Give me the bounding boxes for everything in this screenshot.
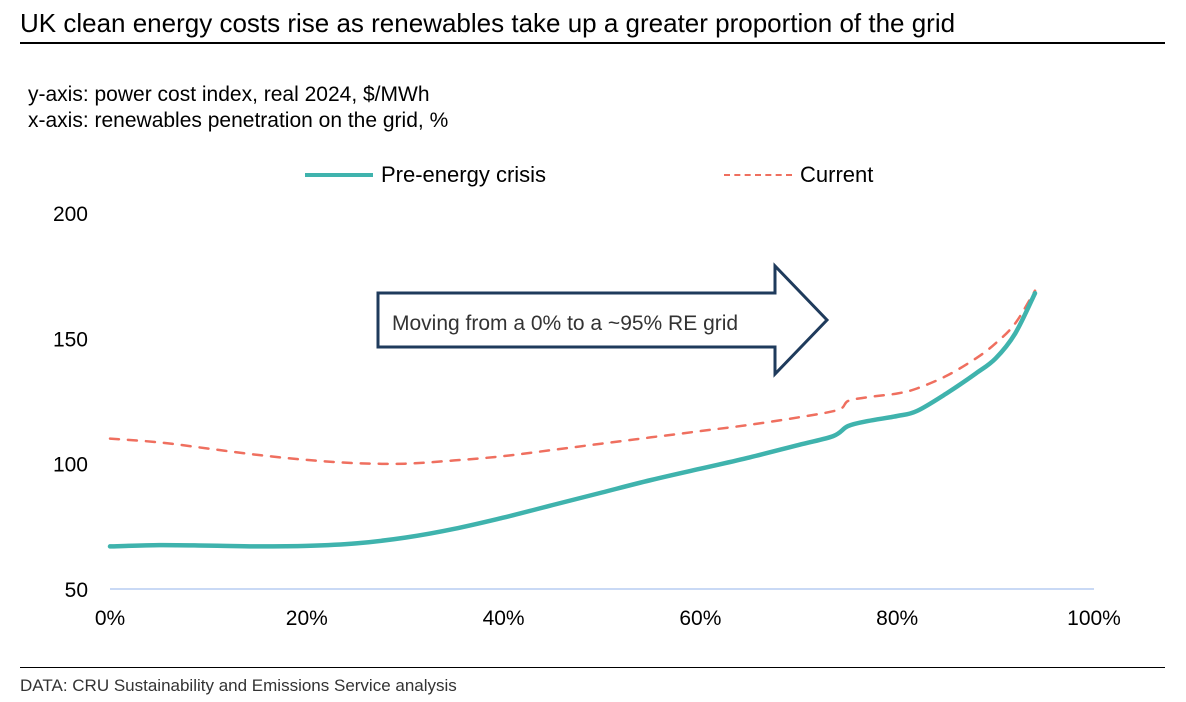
x-tick-label: 100% (1067, 607, 1121, 630)
annotation-text: Moving from a 0% to a ~95% RE grid (392, 312, 738, 335)
x-tick-label: 80% (876, 607, 918, 630)
y-tick-label: 200 (53, 203, 88, 226)
x-axis-ticks: 0% 20% 40% 60% 80% 100% (95, 607, 1121, 630)
source-note: DATA: CRU Sustainability and Emissions S… (20, 676, 457, 695)
legend-label-current: Current (800, 162, 874, 187)
legend-swatch-current (724, 174, 792, 176)
footer-rule (20, 667, 1165, 668)
series-line-current (108, 289, 1037, 466)
y-tick-label: 50 (65, 579, 88, 602)
series-layer (107, 289, 1038, 549)
legend-item-pre-energy-crisis: Pre-energy crisis (305, 160, 546, 190)
legend-item-current: Current (724, 160, 873, 190)
x-tick-label: 0% (95, 607, 125, 630)
series-line-pre-energy-crisis (107, 290, 1038, 549)
x-tick-label: 60% (679, 607, 721, 630)
legend-swatch-pre-energy-crisis (305, 173, 373, 177)
y-tick-label: 150 (53, 328, 88, 351)
x-tick-label: 40% (483, 607, 525, 630)
x-tick-label: 20% (286, 607, 328, 630)
title-rule (20, 42, 1165, 44)
legend-label-pre-energy-crisis: Pre-energy crisis (381, 162, 547, 187)
x-axis-description: x-axis: renewables penetration on the gr… (28, 109, 449, 132)
y-axis-description: y-axis: power cost index, real 2024, $/M… (28, 83, 430, 106)
annotation-arrow (376, 262, 830, 378)
y-axis-ticks: 50 100 150 200 (53, 203, 88, 602)
y-tick-label: 100 (53, 454, 88, 477)
annotation-arrow-group: Moving from a 0% to a ~95% RE grid (376, 262, 830, 378)
chart-title: UK clean energy costs rise as renewables… (20, 8, 956, 38)
